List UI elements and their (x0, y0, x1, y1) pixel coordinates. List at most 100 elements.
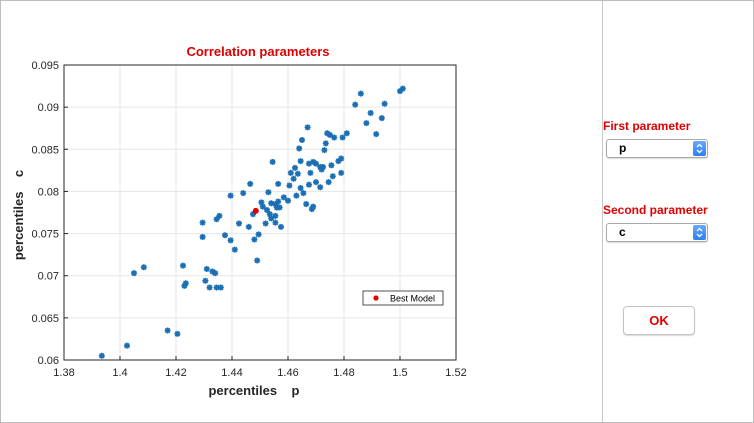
data-point (321, 147, 328, 154)
ok-button[interactable]: OK (623, 306, 695, 335)
data-point (266, 211, 273, 218)
second-parameter-select[interactable]: c (606, 223, 708, 242)
data-point (212, 270, 219, 277)
data-point (329, 173, 336, 180)
y-tick-label: 0.085 (31, 144, 59, 156)
data-point (285, 197, 291, 204)
first-parameter-value: p (619, 141, 627, 155)
data-point (280, 194, 287, 201)
data-point (313, 179, 319, 186)
data-point (399, 85, 406, 92)
data-point (240, 190, 247, 197)
data-point (245, 223, 252, 230)
data-point (265, 189, 272, 196)
data-point (325, 179, 332, 186)
data-point (367, 110, 374, 117)
x-tick-label: 1.46 (277, 367, 298, 379)
data-point (199, 219, 206, 226)
data-point (124, 342, 130, 349)
panel-divider (602, 1, 603, 422)
data-point (328, 162, 335, 169)
data-point (300, 190, 307, 197)
data-point (276, 204, 283, 211)
chevron-updown-icon (693, 225, 706, 240)
data-point (322, 140, 329, 147)
data-point (378, 115, 385, 122)
data-point (203, 265, 210, 272)
data-point (264, 206, 270, 213)
grid (64, 65, 456, 360)
x-tick-label: 1.44 (221, 367, 242, 379)
legend-box (362, 290, 444, 306)
chevron-updown-icon (693, 141, 706, 156)
y-axis-label: percentiles c (11, 170, 26, 260)
data-point (363, 120, 370, 127)
axes-box (63, 64, 457, 361)
data-point (297, 185, 304, 192)
data-point (381, 100, 388, 107)
data-point (272, 212, 279, 219)
data-point (259, 203, 266, 210)
correlation-plot: 1.38 1.4 1.42 1.44 1.46 1.48 1.5 1.52 0.06 0.065 0… (11, 44, 467, 398)
data-point (213, 284, 220, 291)
y-tick-label: 0.06 (38, 355, 59, 367)
data-point (227, 237, 234, 244)
data-point (182, 280, 189, 287)
legend: Best Model (362, 290, 444, 306)
data-point (98, 352, 105, 359)
x-tick-label: 1.4 (112, 367, 127, 379)
best-model-marker (252, 207, 259, 214)
legend-marker (373, 295, 379, 301)
data-point (247, 180, 254, 187)
data-point (292, 164, 298, 171)
data-point (222, 232, 228, 239)
data-point (352, 101, 359, 108)
x-tick-label: 1.48 (333, 367, 354, 379)
y-tick-label: 0.07 (38, 271, 59, 283)
data-point (357, 90, 364, 97)
first-parameter-select[interactable]: p (606, 139, 708, 158)
data-point (297, 158, 304, 165)
data-point (180, 262, 186, 269)
data-point (306, 181, 312, 188)
plot-title: Correlation parameters (186, 44, 329, 59)
data-point (268, 200, 275, 207)
y-tick-label: 0.08 (38, 186, 59, 198)
y-tick-label: 0.095 (31, 60, 59, 72)
second-parameter-label: Second parameter (603, 203, 708, 217)
data-point (227, 192, 234, 199)
data-point (338, 155, 345, 162)
data-point (293, 192, 300, 199)
x-tick-label: 1.5 (392, 367, 407, 379)
data-point (164, 327, 171, 334)
data-point (310, 203, 317, 210)
data-point (313, 160, 319, 167)
data-point (275, 198, 282, 205)
data-point (339, 134, 346, 141)
first-parameter-label: First parameter (603, 119, 691, 133)
data-point (236, 220, 242, 227)
scatter-points (98, 85, 406, 359)
data-point (131, 270, 137, 277)
data-point (275, 180, 282, 187)
data-point (255, 231, 262, 238)
data-point (286, 182, 293, 189)
data-point (217, 284, 224, 291)
y-tick-label: 0.09 (38, 102, 59, 114)
data-point (278, 223, 284, 230)
data-point (307, 169, 314, 176)
data-point (304, 124, 311, 131)
data-point (320, 163, 326, 170)
data-point (199, 233, 206, 240)
data-point (327, 131, 333, 138)
data-point (338, 169, 345, 176)
data-point (262, 220, 269, 227)
legend-label: Best Model (390, 294, 435, 304)
ticks: 1.38 1.4 1.42 1.44 1.46 1.48 1.5 1.52 0.06 0.065 0… (31, 60, 466, 379)
data-point (303, 201, 310, 208)
data-point (331, 134, 338, 141)
data-point (287, 169, 294, 176)
data-point (231, 246, 238, 253)
data-point (216, 212, 223, 219)
data-point (294, 170, 301, 177)
